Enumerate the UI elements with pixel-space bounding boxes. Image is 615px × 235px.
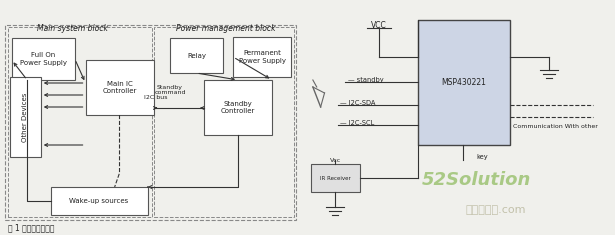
Text: Main IC
Controller: Main IC Controller: [102, 81, 137, 94]
Text: MSP430221: MSP430221: [442, 78, 486, 87]
Text: key: key: [476, 154, 488, 160]
Text: IR Receiver: IR Receiver: [320, 176, 351, 180]
Bar: [10, 77, 41, 157]
Text: — standby: — standby: [348, 77, 384, 83]
Text: Relay: Relay: [187, 52, 206, 59]
Bar: [311, 164, 360, 192]
Text: Permanent
Power Supply: Permanent Power Supply: [239, 50, 286, 64]
Text: Communication With other: Communication With other: [513, 125, 598, 129]
Bar: [5, 25, 296, 220]
Bar: [50, 187, 148, 215]
Text: — I2C-SDA: — I2C-SDA: [340, 100, 375, 106]
Text: Standby
Controller: Standby Controller: [221, 101, 255, 114]
Text: 我爱方案网.com: 我爱方案网.com: [466, 205, 526, 215]
Text: Wake-up sources: Wake-up sources: [69, 198, 129, 204]
Bar: [204, 80, 272, 135]
Bar: [233, 37, 292, 77]
Text: I2C bus: I2C bus: [144, 94, 167, 99]
Text: 图 1 管理系统结构图: 图 1 管理系统结构图: [8, 223, 54, 232]
Text: Vcc: Vcc: [330, 157, 341, 162]
Text: Standby
command: Standby command: [154, 85, 186, 95]
Bar: [8, 27, 151, 217]
Text: Other Devices: Other Devices: [22, 92, 28, 142]
Bar: [418, 20, 510, 145]
Text: — I2C-SCL: — I2C-SCL: [340, 120, 375, 126]
Bar: [85, 60, 154, 115]
Bar: [12, 38, 75, 80]
Text: Full On
Power Supply: Full On Power Supply: [20, 52, 67, 66]
Text: VCC: VCC: [371, 20, 387, 30]
Bar: [154, 27, 295, 217]
Bar: [170, 38, 223, 73]
Text: Power management block: Power management block: [176, 24, 275, 32]
Text: 52Solution: 52Solution: [421, 171, 531, 189]
Text: Main system block: Main system block: [38, 24, 108, 32]
